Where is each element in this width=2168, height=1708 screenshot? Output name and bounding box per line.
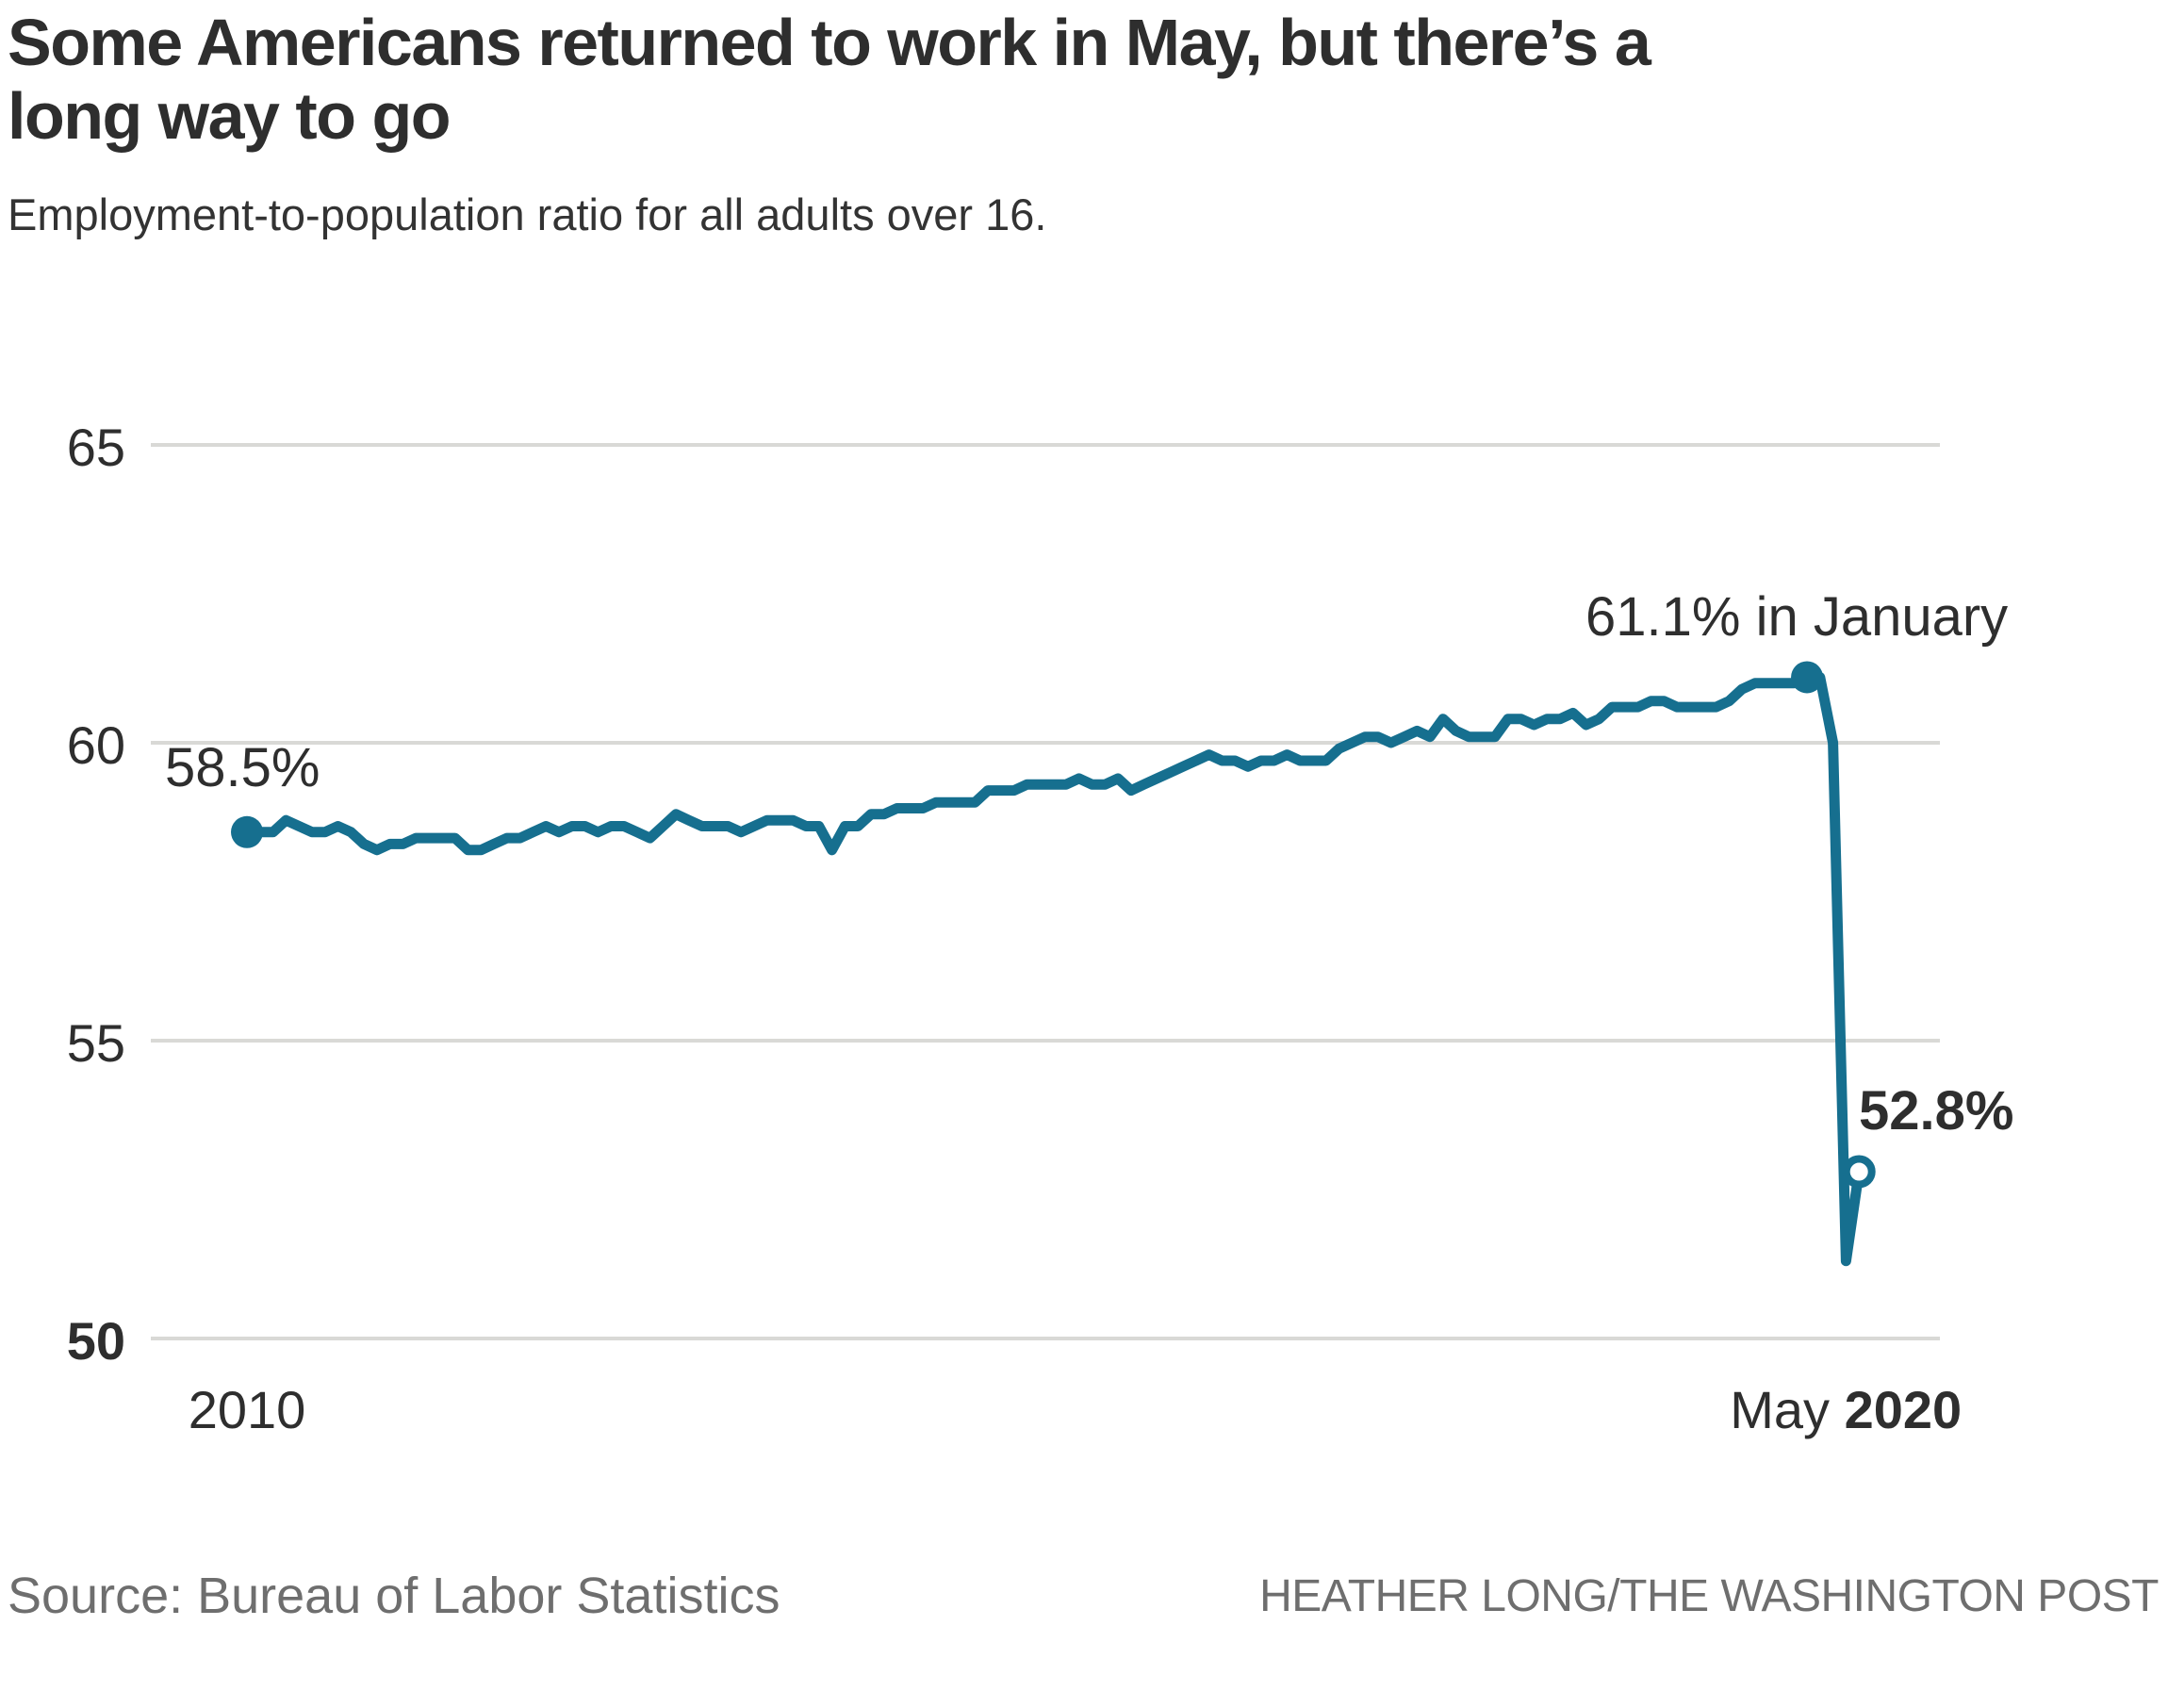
title-line-2: long way to go	[8, 79, 451, 153]
x-axis-label-year: 2020	[1844, 1380, 1963, 1439]
title-line-1: Some Americans returned to work in May, …	[8, 6, 1651, 79]
peak-point-dot	[1791, 661, 1824, 694]
y-axis-tick-60: 60	[66, 715, 125, 775]
annotation-end-value: 52.8%	[1859, 1080, 2014, 1141]
x-axis-label-2010: 2010	[188, 1380, 306, 1439]
end-point-open-dot	[1842, 1155, 1876, 1189]
source-attribution: Source: Bureau of Labor Statistics	[8, 1568, 780, 1624]
y-axis-tick-65: 65	[66, 418, 125, 477]
gridlines-group	[151, 443, 1940, 1340]
author-credit: HEATHER LONG/THE WASHINGTON POST	[1259, 1571, 2159, 1621]
x-axis-label-month: May	[1730, 1380, 1831, 1439]
annotation-start-value: 58.5%	[165, 737, 320, 798]
y-axis-tick-55: 55	[66, 1013, 125, 1073]
x-axis-label-may-2020: May 2020	[1730, 1384, 1962, 1437]
y-axis-tick-50: 50	[66, 1311, 125, 1371]
page-title: Some Americans returned to work in May, …	[8, 6, 1651, 153]
employment-line	[241, 672, 1864, 1267]
annotation-peak-value: 61.1% in January	[1585, 586, 2009, 648]
start-point-dot	[231, 815, 263, 848]
chart-subtitle: Employment-to-population ratio for all a…	[8, 189, 1047, 239]
